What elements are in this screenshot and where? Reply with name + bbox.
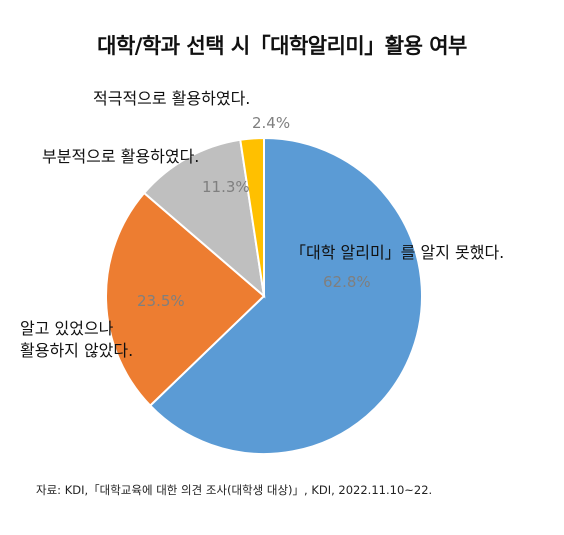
- pct-label-aware-not-used: 23.5%: [137, 292, 185, 310]
- pie-slice-partially-used: [142, 138, 266, 299]
- pct-label-actively-used: 2.4%: [252, 114, 290, 132]
- category-label-not-aware: 「대학 알리미」를 알지 못했다.: [290, 243, 504, 262]
- category-label-actively-used: 적극적으로 활용하였다.: [93, 89, 250, 108]
- pie-slice-actively-used: [239, 136, 265, 297]
- category-label-aware-not-used: 알고 있었으나 활용하지 않았다.: [20, 319, 133, 360]
- pct-label-not-aware: 62.8%: [323, 273, 371, 291]
- pct-label-partially-used: 11.3%: [202, 178, 250, 196]
- source-note: 자료: KDI,「대학교육에 대한 의견 조사(대학생 대상)」, KDI, 2…: [36, 483, 433, 497]
- pie-slice-aware-not-used: [105, 191, 266, 408]
- category-label-partially-used: 부분적으로 활용하였다.: [42, 147, 199, 166]
- pie-slice-not-aware: [148, 136, 423, 455]
- chart-title: 대학/학과 선택 시「대학알리미」활용 여부: [97, 34, 467, 58]
